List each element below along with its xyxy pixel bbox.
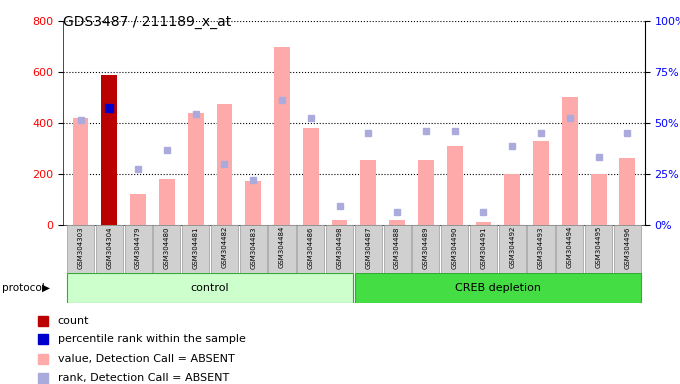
Bar bbox=[619, 159, 635, 225]
Text: GSM304303: GSM304303 bbox=[78, 226, 84, 269]
Bar bbox=[303, 128, 319, 225]
Bar bbox=[274, 46, 290, 225]
Bar bbox=[332, 220, 347, 225]
Bar bbox=[153, 225, 180, 273]
Text: GSM304488: GSM304488 bbox=[394, 226, 400, 268]
Bar bbox=[216, 104, 233, 225]
Text: GSM304483: GSM304483 bbox=[250, 226, 256, 268]
Text: CREB depletion: CREB depletion bbox=[455, 283, 541, 293]
Text: GSM304498: GSM304498 bbox=[337, 226, 343, 268]
Text: GSM304491: GSM304491 bbox=[481, 226, 486, 268]
Text: control: control bbox=[190, 283, 229, 293]
Bar bbox=[447, 146, 462, 225]
Text: GSM304484: GSM304484 bbox=[279, 226, 285, 268]
Text: GSM304304: GSM304304 bbox=[106, 226, 112, 268]
Text: ▶: ▶ bbox=[42, 283, 50, 293]
Text: GSM304489: GSM304489 bbox=[423, 226, 429, 268]
Bar bbox=[384, 225, 411, 273]
Text: GSM304481: GSM304481 bbox=[192, 226, 199, 268]
Bar bbox=[470, 225, 497, 273]
Bar bbox=[159, 179, 175, 225]
Bar bbox=[355, 273, 641, 303]
Text: GSM304487: GSM304487 bbox=[365, 226, 371, 268]
Text: GSM304494: GSM304494 bbox=[567, 226, 573, 268]
Bar bbox=[562, 98, 578, 225]
Text: GSM304492: GSM304492 bbox=[509, 226, 515, 268]
Bar bbox=[239, 225, 267, 273]
Bar bbox=[498, 225, 526, 273]
Text: GSM304495: GSM304495 bbox=[596, 226, 602, 268]
Text: GSM304493: GSM304493 bbox=[538, 226, 544, 268]
Text: value, Detection Call = ABSENT: value, Detection Call = ABSENT bbox=[58, 354, 235, 364]
Text: GSM304480: GSM304480 bbox=[164, 226, 170, 268]
Bar bbox=[245, 181, 261, 225]
Bar bbox=[124, 225, 152, 273]
Bar bbox=[188, 113, 203, 225]
Bar bbox=[96, 225, 123, 273]
Bar bbox=[182, 225, 209, 273]
Bar bbox=[73, 118, 88, 225]
Bar bbox=[67, 225, 94, 273]
Bar bbox=[475, 222, 492, 225]
Bar bbox=[533, 141, 549, 225]
Bar bbox=[101, 74, 117, 225]
Bar bbox=[505, 174, 520, 225]
Bar bbox=[389, 220, 405, 225]
Bar bbox=[297, 225, 324, 273]
Text: GSM304482: GSM304482 bbox=[222, 226, 227, 268]
Bar bbox=[528, 225, 555, 273]
Text: protocol: protocol bbox=[2, 283, 45, 293]
Bar bbox=[441, 225, 469, 273]
Text: GSM304490: GSM304490 bbox=[452, 226, 458, 268]
Bar bbox=[130, 194, 146, 225]
Bar bbox=[67, 273, 353, 303]
Text: GSM304486: GSM304486 bbox=[308, 226, 313, 268]
Text: count: count bbox=[58, 316, 89, 326]
Text: GDS3487 / 211189_x_at: GDS3487 / 211189_x_at bbox=[63, 15, 231, 29]
Bar bbox=[418, 160, 434, 225]
Bar bbox=[326, 225, 353, 273]
Bar bbox=[269, 225, 296, 273]
Bar bbox=[591, 174, 607, 225]
Text: rank, Detection Call = ABSENT: rank, Detection Call = ABSENT bbox=[58, 373, 229, 383]
Bar bbox=[211, 225, 238, 273]
Text: percentile rank within the sample: percentile rank within the sample bbox=[58, 334, 245, 344]
Bar bbox=[585, 225, 612, 273]
Bar bbox=[556, 225, 583, 273]
Bar bbox=[360, 160, 376, 225]
Text: GSM304496: GSM304496 bbox=[624, 226, 630, 268]
Bar bbox=[614, 225, 641, 273]
Bar bbox=[355, 225, 382, 273]
Text: GSM304479: GSM304479 bbox=[135, 226, 141, 268]
Bar bbox=[412, 225, 439, 273]
